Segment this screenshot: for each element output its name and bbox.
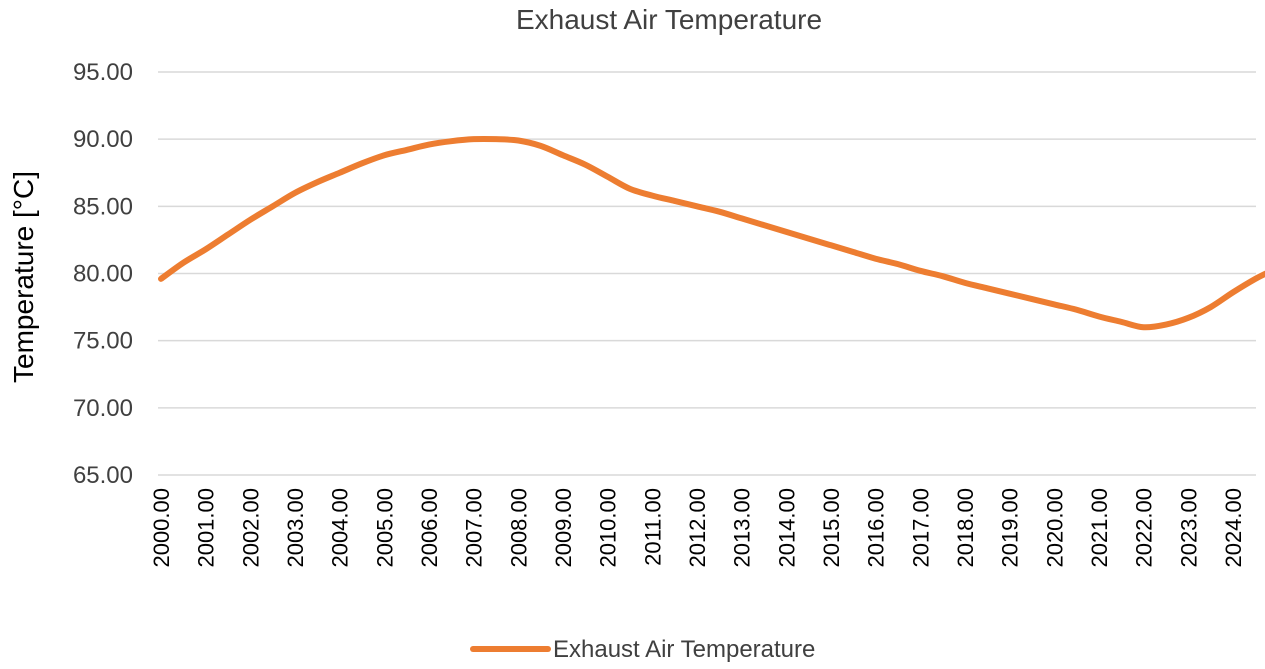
x-tick-label: 2023.00 [1176,488,1201,568]
y-axis-label: Temperature [°C] [8,171,39,383]
x-tick-label: 2016.00 [864,488,889,568]
x-tick-label: 2022.00 [1132,488,1157,568]
y-tick-label: 75.00 [73,328,133,355]
gridlines [158,71,1256,476]
x-tick-label: 2007.00 [462,488,487,568]
x-tick-label: 2021.00 [1087,488,1112,568]
series-line-exhaust-air-temperature [158,135,1265,331]
x-tick-label: 2003.00 [283,488,308,568]
y-tick-label: 90.00 [73,126,133,153]
y-tick-label: 65.00 [73,462,133,489]
x-tick-label: 2017.00 [908,488,933,568]
x-tick-label: 2010.00 [596,488,621,568]
x-tick-label: 2001.00 [194,488,219,568]
x-tick-label: 2005.00 [372,488,397,568]
x-tick-label: 2008.00 [506,488,531,568]
x-axis-ticks: 2000.00 2001.00 2002.00 2003.00 2004.00 2005.… [149,488,1246,568]
x-tick-label: 2004.00 [328,488,353,568]
y-axis-ticks: 65.00 70.00 75.00 80.00 85.00 90.00 95.00 [73,59,133,489]
y-tick-label: 85.00 [73,193,133,220]
x-tick-label: 2012.00 [685,488,710,568]
chart-title: Exhaust Air Temperature [516,4,822,35]
x-tick-label: 2009.00 [551,488,576,568]
x-tick-label: 2006.00 [417,488,442,568]
x-tick-label: 2002.00 [238,488,263,568]
y-tick-label: 80.00 [73,261,133,288]
x-tick-label: 2018.00 [953,488,978,568]
plot-area [158,135,1265,331]
x-tick-label: 2000.00 [149,488,174,568]
x-tick-label: 2019.00 [998,488,1023,568]
legend: Exhaust Air Temperature [470,636,815,663]
x-tick-label: 2011.00 [640,488,665,566]
x-tick-label: 2020.00 [1042,488,1067,568]
y-tick-label: 70.00 [73,395,133,422]
x-tick-label: 2015.00 [819,488,844,568]
x-tick-label: 2014.00 [774,488,799,568]
legend-label: Exhaust Air Temperature [553,636,815,663]
x-tick-label: 2013.00 [730,488,755,568]
x-tick-label: 2024.00 [1221,488,1246,568]
y-tick-label: 95.00 [73,59,133,86]
